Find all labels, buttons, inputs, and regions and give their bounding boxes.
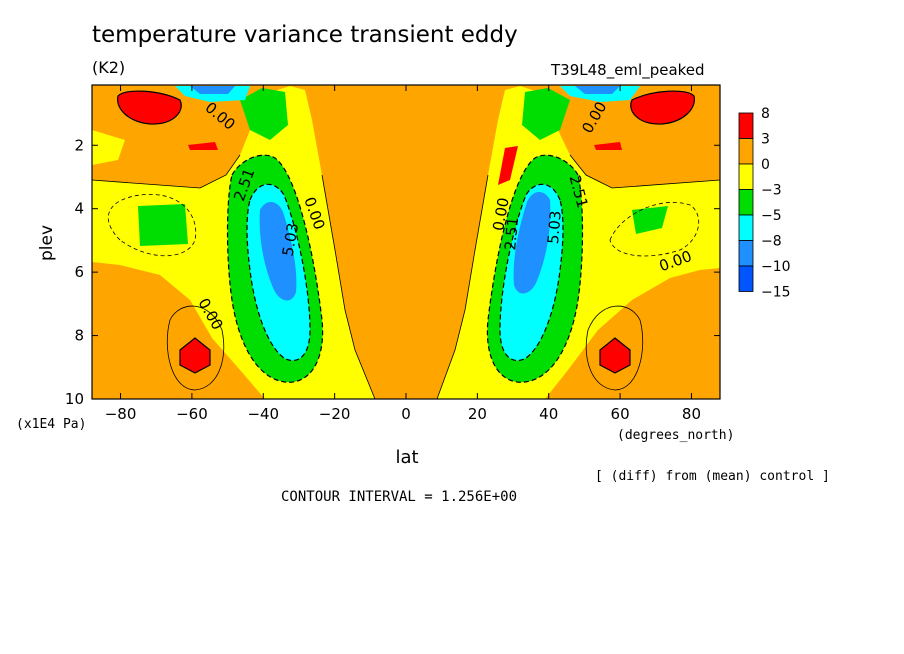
legend-swatch [738, 240, 754, 267]
region-left-top-blue2 [190, 86, 235, 94]
y-tick-label: 10 [65, 390, 84, 408]
legend-label: −5 [761, 208, 782, 224]
legend-label: 3 [761, 132, 770, 148]
region-red-right-sliver [498, 146, 518, 185]
x-axis-ticks: −80 −60 −40 −20 0 20 40 60 80 [105, 85, 701, 423]
y-axis-ticks: 2 4 6 8 10 [65, 136, 720, 408]
legend-label: 8 [761, 106, 770, 122]
x-tick-label: −60 [176, 405, 208, 423]
contour-label: 2.51 [501, 216, 522, 251]
x-tick-label: 80 [682, 405, 701, 423]
legend-label: −3 [761, 183, 782, 199]
region-green-left-patch [138, 204, 188, 246]
y-tick-label: 8 [74, 327, 84, 345]
region-right-top-blue [575, 86, 620, 94]
legend-swatch [738, 138, 754, 165]
legend-label: −8 [761, 234, 782, 250]
region-left-green-top [240, 88, 288, 140]
region-red-right-low [600, 338, 630, 373]
legend-swatch [738, 163, 754, 190]
contour-labels: 0.002.515.030.000.000.002.51 5.032.510.00… [194, 98, 694, 333]
contour-interval: CONTOUR INTERVAL = 1.256E+00 [281, 489, 518, 505]
legend-label: −10 [761, 259, 791, 275]
region-red-left-mid [188, 142, 218, 150]
diff-note: [ (diff) from (mean) control ] [595, 469, 830, 484]
x-axis-label: lat [395, 447, 418, 468]
region-right-blue [513, 191, 551, 294]
x-tick-label: −20 [319, 405, 351, 423]
region-red-left-low [180, 338, 210, 373]
y-axis-units: (x1E4 Pa) [16, 417, 86, 432]
region-green-right-patch [632, 206, 668, 234]
contour-label: 0.00 [489, 196, 513, 232]
region-right-green-top [522, 88, 570, 140]
contour-label: 5.03 [544, 210, 565, 245]
legend-label: 0 [761, 157, 770, 173]
plot-area [92, 85, 720, 399]
x-tick-label: 40 [539, 405, 558, 423]
region-red-top-right [630, 91, 695, 125]
legend-swatch [738, 112, 754, 139]
contour-lines [92, 90, 720, 399]
y-axis-label: plev [37, 225, 57, 261]
region-left-blue [259, 201, 297, 301]
legend-swatch [738, 189, 754, 216]
region-red-right-mid [594, 142, 622, 150]
x-tick-label: 0 [401, 405, 411, 423]
color-legend: 8 3 0 −3 −5 −8 −10 −15 [738, 106, 791, 301]
y-tick-label: 2 [74, 136, 84, 154]
legend-swatch [738, 265, 754, 292]
x-tick-label: −80 [105, 405, 137, 423]
contour-label: 5.03 [279, 222, 303, 258]
x-tick-label: 60 [611, 405, 630, 423]
y-tick-label: 4 [74, 200, 84, 218]
region-left-yellow-top [92, 130, 125, 165]
y-tick-label: 6 [74, 263, 84, 281]
x-tick-label: −40 [247, 405, 279, 423]
run-label: T39L48_eml_peaked [551, 61, 705, 79]
x-tick-label: 20 [468, 405, 487, 423]
legend-label: −15 [761, 285, 791, 301]
units-label: (K2) [92, 58, 126, 77]
x-axis-units: (degrees_north) [617, 428, 734, 443]
legend-swatch [738, 214, 754, 241]
region-red-top-left [117, 91, 182, 125]
chart-title: temperature variance transient eddy [92, 22, 518, 48]
